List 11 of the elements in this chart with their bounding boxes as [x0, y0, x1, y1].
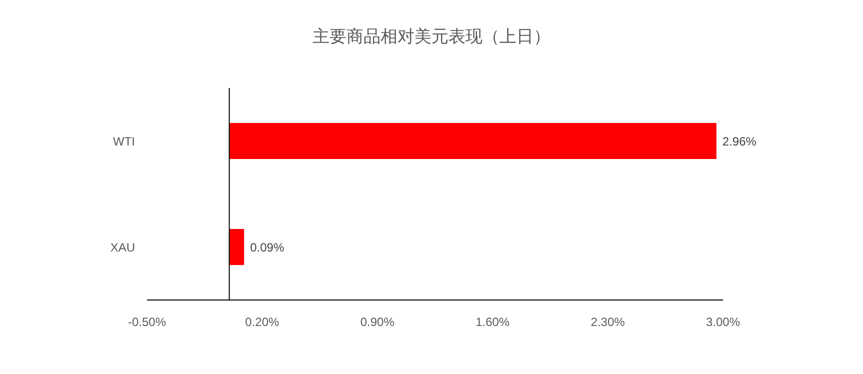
x-tick-label: 0.90% [360, 315, 395, 329]
chart-title: 主要商品相对美元表现（上日） [312, 27, 550, 46]
x-tick-label: -0.50% [128, 315, 166, 329]
x-tick-label: 0.20% [245, 315, 280, 329]
y-tick-label: WTI [113, 134, 135, 148]
x-tick-label: 3.00% [706, 315, 740, 329]
data-label: 0.09% [250, 240, 284, 254]
x-tick-label: 1.60% [476, 315, 510, 329]
data-label: 2.96% [722, 134, 757, 148]
y-tick-label: XAU [110, 240, 135, 254]
x-tick-label: 2.30% [590, 315, 626, 329]
